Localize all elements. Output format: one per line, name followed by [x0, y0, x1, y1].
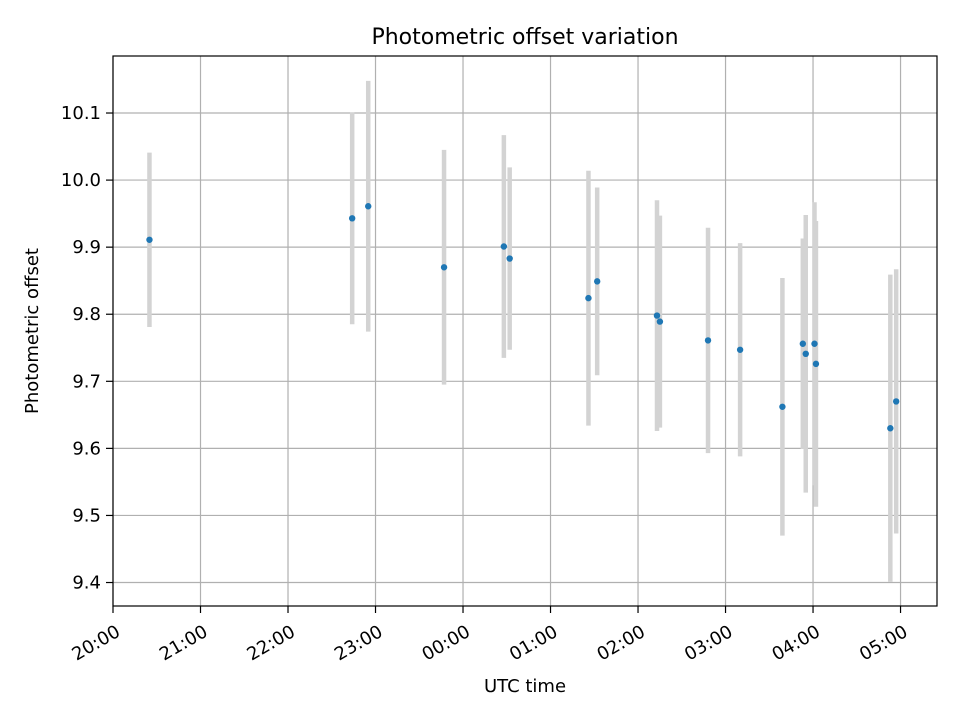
data-point: [365, 203, 372, 210]
y-tick-label: 9.6: [72, 438, 101, 459]
data-points: [146, 203, 900, 432]
data-point: [585, 294, 592, 302]
data-point: [146, 236, 153, 243]
data-point: [704, 337, 712, 344]
data-point: [653, 312, 661, 319]
data-point: [812, 360, 820, 368]
y-tick-label: 9.7: [72, 371, 101, 392]
y-tick-label: 10.0: [61, 170, 101, 191]
data-point: [348, 215, 356, 222]
data-point: [506, 255, 513, 262]
y-tick-label: 9.5: [72, 505, 101, 526]
data-point: [799, 340, 807, 347]
data-point: [811, 340, 818, 347]
y-tick-label: 9.9: [72, 237, 101, 258]
grid: [112, 56, 937, 606]
y-axis-label: Photometric offset: [22, 248, 43, 414]
data-point: [736, 346, 744, 353]
chart-title: Photometric offset variation: [371, 25, 678, 50]
y-tick-label: 9.4: [72, 573, 101, 594]
y-tick-label: 9.8: [72, 304, 101, 325]
y-tick-label: 10.1: [61, 103, 101, 124]
data-point: [887, 425, 894, 432]
data-point: [779, 403, 786, 410]
data-point: [892, 398, 900, 405]
x-axis-label: UTC time: [484, 676, 566, 697]
data-point: [500, 243, 508, 250]
data-point: [656, 318, 664, 325]
data-point: [440, 264, 448, 271]
data-point: [593, 278, 601, 285]
plot-frame: [112, 55, 938, 607]
data-point: [802, 350, 809, 358]
y-axis-ticks: 9.4 9.5 9.6 9.7 9.8 9.9 10.0 10.1: [61, 103, 113, 594]
